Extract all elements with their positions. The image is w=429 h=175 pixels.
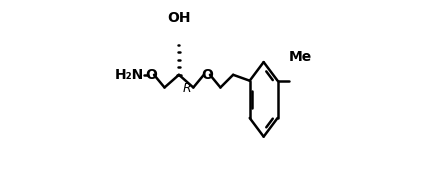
Text: O: O xyxy=(145,68,157,82)
Text: OH: OH xyxy=(167,11,190,25)
Text: H₂N: H₂N xyxy=(114,68,144,82)
Text: Me: Me xyxy=(289,50,312,64)
Text: R: R xyxy=(182,82,191,95)
Text: O: O xyxy=(201,68,213,82)
